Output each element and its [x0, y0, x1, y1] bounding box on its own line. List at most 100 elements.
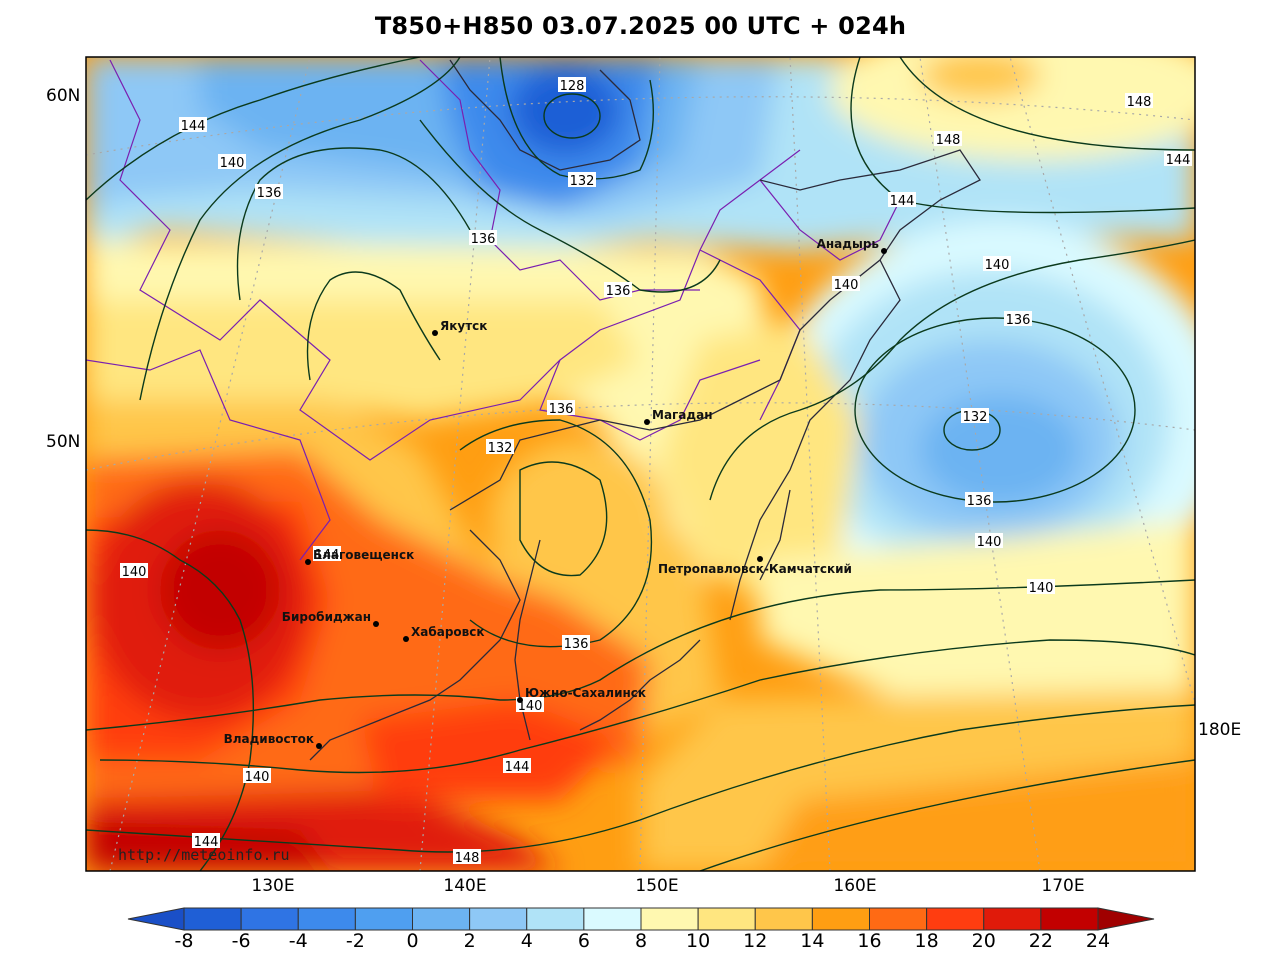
colorbar-tick-label: 6: [577, 930, 590, 952]
colorbar-segment: [240, 907, 299, 931]
isohypse-label: 136: [547, 400, 575, 417]
isohypse-label: 132: [961, 408, 989, 425]
svg-text:128: 128: [560, 79, 585, 94]
colorbar-segment: [754, 907, 813, 931]
city-3: Анадырь: [817, 237, 887, 254]
city-label: Владивосток: [224, 732, 314, 746]
isohypse-label: 140: [516, 697, 544, 714]
colorbar-segment: [640, 907, 699, 931]
isohypse-label: 144: [192, 833, 220, 850]
svg-text:148: 148: [936, 133, 961, 148]
svg-text:132: 132: [570, 174, 595, 189]
colorbar-segment: [183, 907, 242, 931]
svg-text:140: 140: [518, 699, 543, 714]
lon-label-130e: 130E: [251, 876, 295, 896]
city-dot: [403, 636, 409, 642]
svg-text:136: 136: [549, 402, 574, 417]
colorbar-segment: [583, 907, 642, 931]
city-label: Магадан: [652, 408, 713, 422]
city-label: Хабаровск: [411, 625, 485, 639]
city-dot: [305, 559, 311, 565]
svg-text:136: 136: [1006, 313, 1031, 328]
isohypse-label: 136: [562, 635, 590, 652]
city-dot: [316, 743, 322, 749]
colorbar-segment: [926, 907, 985, 931]
isohypse-label: 140: [120, 563, 148, 580]
city-9: Владивосток: [224, 732, 322, 749]
colorbar-segment: [469, 907, 528, 931]
city-dot: [517, 697, 523, 703]
svg-text:144: 144: [505, 760, 530, 775]
lon-label-150e: 150E: [635, 876, 679, 896]
svg-text:144: 144: [181, 119, 206, 134]
colorbar-tick-label: 10: [686, 930, 711, 952]
colorbar-segment: [983, 907, 1042, 931]
city-dot: [644, 419, 650, 425]
colorbar-segment: [354, 907, 413, 931]
isohypse-label: 136: [255, 184, 283, 201]
svg-text:140: 140: [985, 258, 1010, 273]
isohypse-label: 148: [934, 131, 962, 148]
colorbar-segment: [297, 907, 356, 931]
svg-text:132: 132: [963, 410, 988, 425]
lon-label-170e: 170E: [1041, 876, 1085, 896]
lat-label-50n: 50N: [46, 432, 81, 452]
isohypse-label: 144: [1164, 151, 1192, 168]
map-title: T850+H850 03.07.2025 00 UTC + 024h: [374, 12, 907, 40]
svg-text:144: 144: [890, 194, 915, 209]
isohypse-label: 132: [568, 172, 596, 189]
colorbar-tick-label: 14: [800, 930, 825, 952]
city-markers: Якутск Магадан Анадырь Благовещенск Биробидж…: [224, 237, 887, 749]
colorbar-tick-label: 24: [1085, 930, 1111, 952]
colorbar-segment: [697, 907, 756, 931]
color-scale-bar: [127, 907, 1155, 931]
city-1: Якутск: [432, 319, 487, 336]
colorbar-tick-label: -2: [345, 930, 365, 952]
city-label: Анадырь: [817, 237, 880, 251]
isohypse-label: 148: [1125, 93, 1153, 110]
colorbar-tick-label: -6: [231, 930, 251, 952]
colorbar-tick-label: 22: [1028, 930, 1053, 952]
isohypse-label: 140: [1027, 579, 1055, 596]
svg-text:140: 140: [245, 770, 270, 785]
city-label: Якутск: [440, 319, 487, 333]
colorbar-segment: [869, 907, 928, 931]
isohypse-label: 140: [975, 533, 1003, 550]
colorbar-tick-label: 12: [743, 930, 768, 952]
svg-text:144: 144: [194, 835, 219, 850]
city-2: Магадан: [644, 408, 713, 425]
lon-label-160e: 160E: [833, 876, 877, 896]
colorbar-segment: [811, 907, 870, 931]
colorbar-low-arrow: [127, 907, 185, 931]
city-dot: [757, 556, 763, 562]
isohypse-label: 140: [983, 256, 1011, 273]
colorbar-tick-label: 4: [520, 930, 533, 952]
lon-label-140e: 140E: [443, 876, 487, 896]
svg-text:136: 136: [471, 232, 496, 247]
city-5: Биробиджан: [282, 610, 379, 627]
svg-text:136: 136: [564, 637, 589, 652]
city-label: Биробиджан: [282, 610, 371, 624]
isohypse-label: 140: [243, 768, 271, 785]
watermark-link[interactable]: http://meteoinfo.ru: [118, 846, 290, 864]
colorbar-tick-label: 0: [406, 930, 419, 952]
isohypse-label: 140: [218, 154, 246, 171]
lon-label-180e: 180E: [1198, 720, 1242, 740]
colorbar-tick-label: 8: [634, 930, 648, 952]
colorbar-tick-label: -8: [174, 930, 194, 952]
isohypse-label: 144: [179, 117, 207, 134]
lat-label-60n: 60N: [46, 86, 81, 106]
geopotential-contours: [86, 57, 1195, 871]
isohypse-label: 136: [965, 492, 993, 509]
city-dot: [881, 248, 887, 254]
isohypse-label: 128: [558, 77, 586, 94]
svg-text:136: 136: [257, 186, 282, 201]
svg-text:148: 148: [455, 851, 480, 866]
svg-text:140: 140: [122, 565, 147, 580]
coastlines: [309, 59, 981, 761]
isohypse-label: 136: [1004, 311, 1032, 328]
graticule: [86, 57, 1195, 871]
colorbar-tick-label: 2: [463, 930, 476, 952]
isohypse-label: 132: [486, 439, 514, 456]
